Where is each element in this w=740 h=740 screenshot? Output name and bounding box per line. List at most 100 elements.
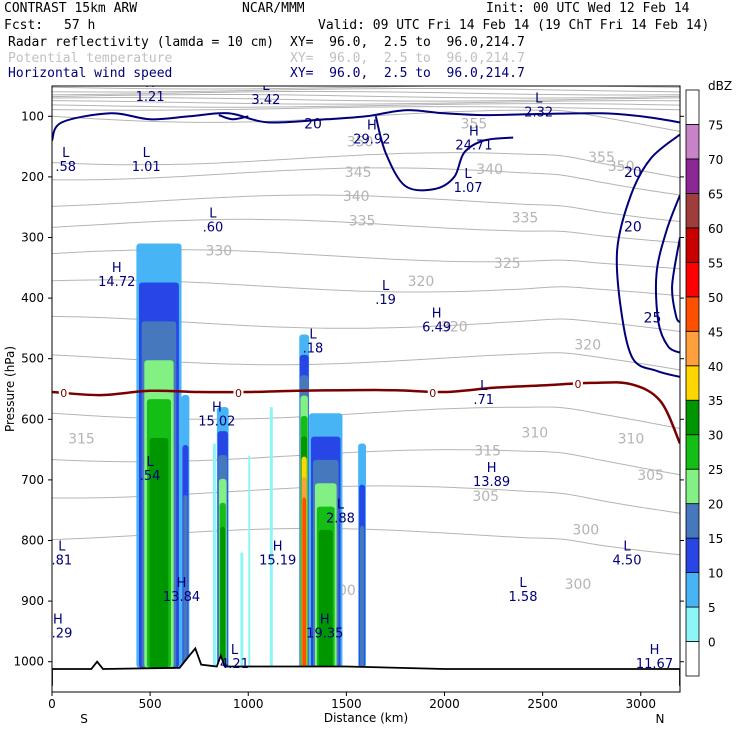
theta-label: 315 [68,432,95,448]
theta-label: 315 [474,444,501,460]
colorbar-tick-label: 5 [708,601,716,615]
freezing-level-line [52,381,680,445]
wind-contour-label: 25 [644,310,662,326]
extremum-value: 4.21 [220,657,249,672]
forecast-label: Fcst: [4,18,44,33]
theta-label: 320 [574,338,601,354]
low-marker: L [337,497,345,512]
colorbar-tick-label: 45 [708,325,723,339]
colorbar-swatch [685,158,700,194]
y-tick-label: 1000 [13,655,44,669]
plot-frame [51,85,681,693]
colorbar-tick-label: 55 [708,256,723,270]
theta-contour-upper [52,100,680,105]
extremum-value: 2.88 [326,511,355,526]
colorbar-tick-label: 65 [708,187,723,201]
extremum-value: .58 [55,160,76,175]
extremum-value: 1.07 [454,181,483,196]
y-axis-label: Pressure (hPa) [3,346,17,432]
extremum-value: 14.72 [98,275,135,290]
y-tick-label: 500 [21,352,44,366]
y-tick-label: 900 [21,594,44,608]
theta-label: 320 [408,274,435,290]
extremum-value: 15.19 [259,554,296,569]
terrain [52,646,680,686]
extremum-value: 3.42 [251,93,280,108]
theta-contour-345 [52,194,680,222]
high-marker: H [469,125,479,140]
reflectivity-cell-30dbz [318,529,333,668]
colorbar-swatch [685,296,700,332]
field-xy-wind-speed: XY= 96.0, 2.5 to 96.0,214.7 [290,66,525,81]
theta-label: 350 [347,135,374,151]
high-marker: H [273,540,283,555]
x-axis-label: Distance (km) [324,711,408,725]
colorbar-swatch [685,434,700,470]
high-marker: H [112,261,122,276]
extremum-value: .18 [303,342,324,357]
colorbar-unit: dBZ [708,79,732,93]
theta-label: 330 [205,244,232,260]
theta-contour-350 [52,167,680,196]
theta-contour-upper [52,96,680,102]
extremum-value: 29.92 [353,133,390,148]
theta-label: 310 [618,432,645,448]
low-marker: L [480,379,488,394]
x-tick-label: 1500 [331,697,362,711]
colorbar-tick-label: 30 [708,429,723,443]
low-marker: L [464,167,472,182]
wind-contour-label: 20 [304,116,322,132]
colorbar-tick-label: 60 [708,222,723,236]
extremum-value: 6.49 [422,320,451,335]
reflectivity-cell-45dbz [302,497,307,668]
wind-contour-20 [615,133,680,378]
forecast-hour: 57 h [64,18,96,33]
extremum-value: 4.29 [43,626,72,641]
low-marker: L [309,328,317,343]
y-tick-label: 800 [21,534,44,548]
colorbar-swatch [685,503,700,539]
x-axis: 0 500 1000 1500 2000 2500 3000 [48,692,656,711]
colorbar-swatch [685,365,700,401]
y-tick-label: 300 [21,231,44,245]
colorbar-tick-label: 15 [708,532,723,546]
extremum-value: 15.02 [198,414,235,429]
colorbar-tick-label: 20 [708,498,723,512]
colorbar-swatch [685,641,700,677]
colorbar-tick-label: 50 [708,291,723,305]
low-marker: L [519,576,527,591]
low-marker: L [343,68,351,83]
extremum-value: 2.32 [524,105,553,120]
reflectivity-streak [269,407,273,668]
x-tick-label: 500 [139,697,162,711]
reflectivity-streak [248,455,251,668]
y-tick-label: 600 [21,412,44,426]
theta-label: 340 [476,162,503,178]
theta-contour-upper [52,87,680,93]
y-tick-label: 700 [21,473,44,487]
colorbar-tick-label: 75 [708,118,723,132]
theta-contour-upper [52,106,680,111]
colorbar-swatch [685,227,700,263]
freezing-level-label: 0 [60,387,67,400]
colorbar-swatch [685,468,700,505]
low-marker: L [58,540,66,555]
reflectivity-cell-30dbz [149,437,169,668]
extremum-value: 1.01 [132,160,161,175]
colorbar: 0 5 10 15 20 25 30 35 40 45 50 55 60 65 70 75 dBZ [685,79,732,677]
freezing-level-label: 0 [429,387,436,400]
colorbar-swatch [685,537,700,573]
low-marker: L [623,540,631,555]
theta-label: 355 [588,150,615,166]
x-axis-north-label: N [656,712,665,726]
y-tick-label: 100 [21,109,44,123]
wind-contour-20 [218,114,249,121]
extremum-value: .19 [375,293,396,308]
theta-label: 355 [461,116,488,132]
colorbar-swatch [685,89,700,125]
high-marker: H [177,576,187,591]
wind-contour-20 [52,109,680,141]
colorbar-tick-label: 35 [708,394,723,408]
freezing-level-label: 0 [574,378,581,391]
